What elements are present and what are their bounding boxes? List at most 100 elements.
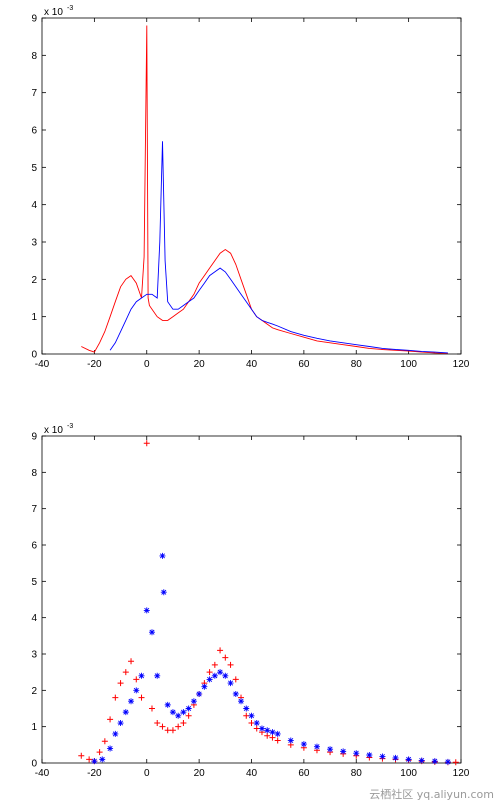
plus-marker (143, 440, 150, 447)
star-marker (232, 690, 239, 697)
y-tick-label: 7 (31, 88, 37, 99)
y-tick-label: 9 (31, 14, 37, 25)
star-marker (274, 730, 281, 737)
plus-marker (154, 720, 161, 727)
y-tick-label: 9 (31, 432, 37, 443)
x-tick-label: 80 (351, 359, 363, 370)
x-tick-label: 20 (194, 768, 206, 779)
plus-marker (264, 732, 271, 739)
y-tick-label: 8 (31, 51, 37, 62)
x-tick-label: -20 (87, 359, 102, 370)
star-marker (154, 672, 161, 679)
x-tick-label: 20 (194, 359, 206, 370)
x-tick-label: 100 (400, 768, 417, 779)
star-marker (159, 552, 166, 559)
star-marker (227, 680, 234, 687)
x-tick-label: -20 (87, 768, 102, 779)
plus-marker (217, 647, 224, 654)
star-marker (340, 748, 347, 755)
plot-area (41, 435, 462, 764)
star-marker (264, 727, 271, 734)
plus-marker (274, 737, 281, 744)
plus-marker (122, 669, 129, 676)
plus-marker (159, 723, 166, 730)
x-tick-label: 60 (298, 768, 310, 779)
plus-marker (180, 720, 187, 727)
star-marker (122, 709, 129, 716)
star-marker (169, 709, 176, 716)
star-marker (128, 698, 135, 705)
plus-marker (107, 716, 114, 723)
y-tick-label: 5 (31, 163, 37, 174)
y-exponent-label: x 10 (44, 425, 63, 436)
star-marker (112, 730, 119, 737)
plus-marker (248, 720, 255, 727)
plus-marker (112, 694, 119, 701)
plus-marker (243, 712, 250, 719)
y-tick-label: 6 (31, 126, 37, 137)
plus-marker (133, 676, 140, 683)
star-marker (444, 758, 451, 765)
y-exponent: -3 (67, 423, 73, 430)
x-tick-label: 0 (144, 359, 150, 370)
star-marker (253, 720, 260, 727)
star-marker (243, 705, 250, 712)
x-tick-label: 60 (298, 359, 310, 370)
star-marker (392, 754, 399, 761)
x-tick-label: 120 (453, 768, 470, 779)
x-tick-label: 100 (400, 359, 417, 370)
plus-marker (269, 734, 276, 741)
y-tick-label: 2 (31, 686, 37, 697)
star-marker (175, 712, 182, 719)
star-marker (366, 752, 373, 759)
plus-marker (206, 669, 213, 676)
y-exponent-label: x 10 (44, 7, 63, 18)
star-marker (269, 729, 276, 736)
star-marker (238, 698, 245, 705)
watermark-text: 云栖社区 yq.aliyun.com (369, 788, 494, 801)
star-marker (185, 705, 192, 712)
star-marker (431, 758, 438, 765)
y-exponent: -3 (67, 5, 73, 12)
x-tick-label: 40 (246, 359, 258, 370)
plus-marker (211, 661, 218, 668)
plus-marker (78, 752, 85, 759)
plus-marker (169, 727, 176, 734)
star-marker (327, 746, 334, 753)
star-marker (190, 698, 197, 705)
star-marker (248, 712, 255, 719)
plot-area (41, 17, 462, 355)
star-marker (300, 741, 307, 748)
star-marker (91, 758, 98, 765)
y-tick-label: 2 (31, 275, 37, 286)
star-marker (313, 743, 320, 750)
star-marker (379, 753, 386, 760)
x-tick-label: -40 (35, 768, 50, 779)
plus-marker (232, 676, 239, 683)
star-marker (353, 750, 360, 757)
star-marker (217, 669, 224, 676)
star-marker (143, 607, 150, 614)
star-marker (196, 690, 203, 697)
scatter-chart: -40 -20 0 20 40 60 80 100 120 0 1 2 3 4 5 6 7 8 9 x 10 -3 (31, 423, 469, 779)
star-marker (107, 745, 114, 752)
x-tick-label: 0 (144, 768, 150, 779)
x-tick-label: 120 (453, 359, 470, 370)
star-marker (258, 725, 265, 732)
plus-marker (96, 749, 103, 756)
star-marker (211, 672, 218, 679)
plus-marker (128, 658, 135, 665)
star-marker (206, 676, 213, 683)
y-tick-label: 4 (31, 613, 37, 624)
y-tick-label: 5 (31, 577, 37, 588)
y-tick-label: 3 (31, 238, 37, 249)
star-marker (201, 683, 208, 690)
star-marker (222, 672, 229, 679)
plus-marker (164, 727, 171, 734)
plus-marker (227, 661, 234, 668)
plus-marker (175, 723, 182, 730)
star-marker (133, 687, 140, 694)
y-tick-label: 7 (31, 504, 37, 515)
plus-marker (148, 705, 155, 712)
